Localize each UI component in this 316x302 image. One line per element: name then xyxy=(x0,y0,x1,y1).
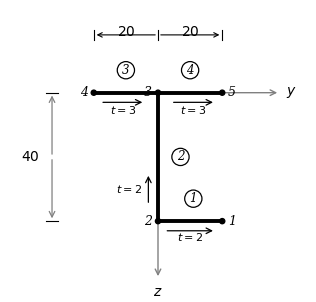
Text: 3: 3 xyxy=(144,86,152,99)
Text: $z$: $z$ xyxy=(153,285,163,299)
Text: 4: 4 xyxy=(80,86,88,99)
Circle shape xyxy=(220,90,225,95)
Text: $y$: $y$ xyxy=(286,85,297,100)
Text: 2: 2 xyxy=(144,215,152,228)
Text: 1: 1 xyxy=(190,192,197,205)
Text: $20$: $20$ xyxy=(181,25,199,39)
Text: 1: 1 xyxy=(228,215,236,228)
Circle shape xyxy=(91,90,96,95)
Circle shape xyxy=(155,90,161,95)
Text: $t=2$: $t=2$ xyxy=(116,183,142,195)
Text: 4: 4 xyxy=(186,64,194,77)
Text: 5: 5 xyxy=(228,86,236,99)
Text: 2: 2 xyxy=(177,150,184,163)
Circle shape xyxy=(220,219,225,224)
Text: 3: 3 xyxy=(122,64,130,77)
Text: $t=2$: $t=2$ xyxy=(177,231,203,243)
Text: $40$: $40$ xyxy=(21,150,39,164)
Circle shape xyxy=(155,219,161,224)
Text: $t=3$: $t=3$ xyxy=(180,104,206,116)
Text: $t=3$: $t=3$ xyxy=(110,104,136,116)
Text: $20$: $20$ xyxy=(117,25,135,39)
